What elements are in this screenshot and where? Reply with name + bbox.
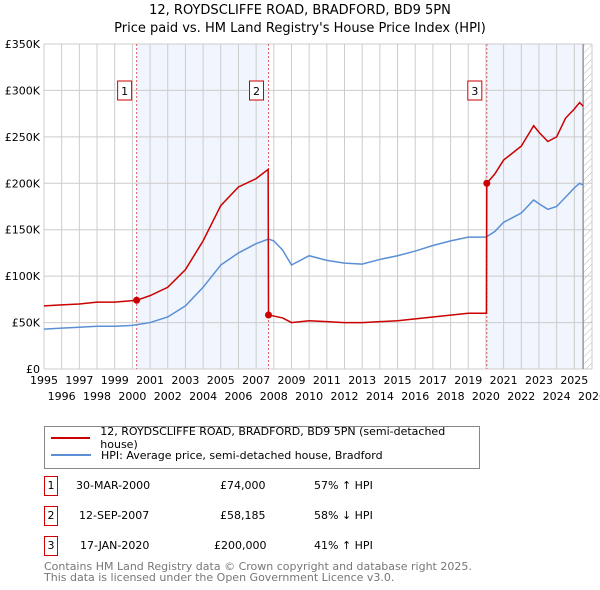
x-tick-label: 1998 (83, 390, 111, 403)
x-tick-label: 2026 (578, 390, 600, 403)
x-tick-label: 1997 (65, 374, 93, 387)
x-tick-label: 2015 (384, 374, 412, 387)
x-tick-label: 2003 (171, 374, 199, 387)
x-tick-label: 2002 (154, 390, 182, 403)
y-tick-label: £50K (12, 317, 41, 330)
legend-item-property: 12, ROYDSCLIFFE ROAD, BRADFORD, BD9 5PN … (51, 425, 479, 451)
price: £74,000 (220, 479, 266, 492)
chart-subtitle: Price paid vs. HM Land Registry's House … (114, 21, 486, 36)
x-tick-label: 2022 (507, 390, 535, 403)
y-tick-label: £100K (5, 270, 41, 283)
y-tick-label: £0 (26, 363, 40, 376)
price: £58,185 (220, 509, 266, 522)
x-tick-label: 1995 (30, 374, 58, 387)
shaded-period (486, 44, 584, 369)
x-tick-label: 1996 (48, 390, 76, 403)
sale-number-label: 3 (471, 85, 478, 98)
x-tick-label: 2013 (348, 374, 376, 387)
y-tick-label: £350K (5, 38, 41, 51)
shaded-period (136, 44, 269, 369)
hpi-diff: 58% ↓ HPI (314, 509, 373, 522)
x-tick-label: 2009 (277, 374, 305, 387)
marker-badge: 1 (44, 476, 58, 496)
x-tick-label: 2011 (313, 374, 341, 387)
legend-swatch-blue (51, 454, 91, 456)
sale-point (483, 179, 491, 187)
x-tick-label: 2004 (189, 390, 217, 403)
footer: Contains HM Land Registry data © Crown c… (44, 561, 472, 583)
x-tick-label: 2008 (260, 390, 288, 403)
x-tick-label: 2020 (472, 390, 500, 403)
x-tick-label: 2017 (419, 374, 447, 387)
x-tick-label: 2016 (401, 390, 429, 403)
x-tick-label: 2000 (118, 390, 146, 403)
date: 17-JAN-2020 (80, 539, 150, 552)
sale-point (265, 311, 273, 319)
footer-line: This data is licensed under the Open Gov… (44, 571, 395, 584)
legend-swatch-red (51, 437, 91, 439)
hpi-diff: 41% ↑ HPI (314, 539, 373, 552)
sale-point (133, 296, 141, 304)
chart-title: 12, ROYDSCLIFFE ROAD, BRADFORD, BD9 5PN (149, 3, 451, 18)
hpi-line (43, 182, 584, 330)
x-tick-label: 2014 (366, 390, 394, 403)
legend-item-hpi: HPI: Average price, semi-detached house,… (51, 446, 383, 464)
date: 30-MAR-2000 (76, 479, 151, 492)
x-tick-label: 2006 (224, 390, 252, 403)
legend: 12, ROYDSCLIFFE ROAD, BRADFORD, BD9 5PN … (44, 425, 480, 469)
x-tick-label: 2019 (454, 374, 482, 387)
sale-number-label: 1 (121, 85, 128, 98)
y-tick-label: £250K (5, 131, 41, 144)
sale-number-label: 2 (253, 85, 260, 98)
x-tick-label: 2018 (437, 390, 465, 403)
x-tick-label: 2024 (543, 390, 571, 403)
price-chart: 1995 1996 1997 1998 1999 2000 2001 2002 2003 2004… (5, 38, 600, 403)
x-tick-label: 2005 (207, 374, 235, 387)
x-tick-label: 2012 (331, 390, 359, 403)
x-tick-label: 1999 (101, 374, 129, 387)
y-tick-label: £300K (5, 84, 41, 97)
legend-label: HPI: Average price, semi-detached house,… (101, 448, 383, 462)
price-paid-line (43, 101, 584, 324)
marker-badge: 3 (44, 536, 58, 556)
hpi-diff: 57% ↑ HPI (314, 479, 373, 492)
x-tick-label: 2021 (490, 374, 518, 387)
x-tick-label: 2001 (136, 374, 164, 387)
x-tick-label: 2010 (295, 390, 323, 403)
sale-number-box (117, 80, 133, 101)
sale-number-box (249, 80, 265, 101)
x-tick-label: 2023 (525, 374, 553, 387)
y-tick-label: £150K (5, 224, 41, 237)
x-tick-label: 2025 (560, 374, 588, 387)
y-tick-label: £200K (5, 177, 41, 190)
price: £200,000 (214, 539, 267, 552)
sale-number-box (467, 80, 483, 101)
date: 12-SEP-2007 (79, 509, 150, 522)
legend-label: 12, ROYDSCLIFFE ROAD, BRADFORD, BD9 5PN … (100, 425, 446, 451)
marker-badge: 2 (44, 506, 58, 526)
x-tick-label: 2007 (242, 374, 270, 387)
footer-line: Contains HM Land Registry data © Crown c… (44, 560, 472, 573)
future-hatch (583, 44, 592, 369)
